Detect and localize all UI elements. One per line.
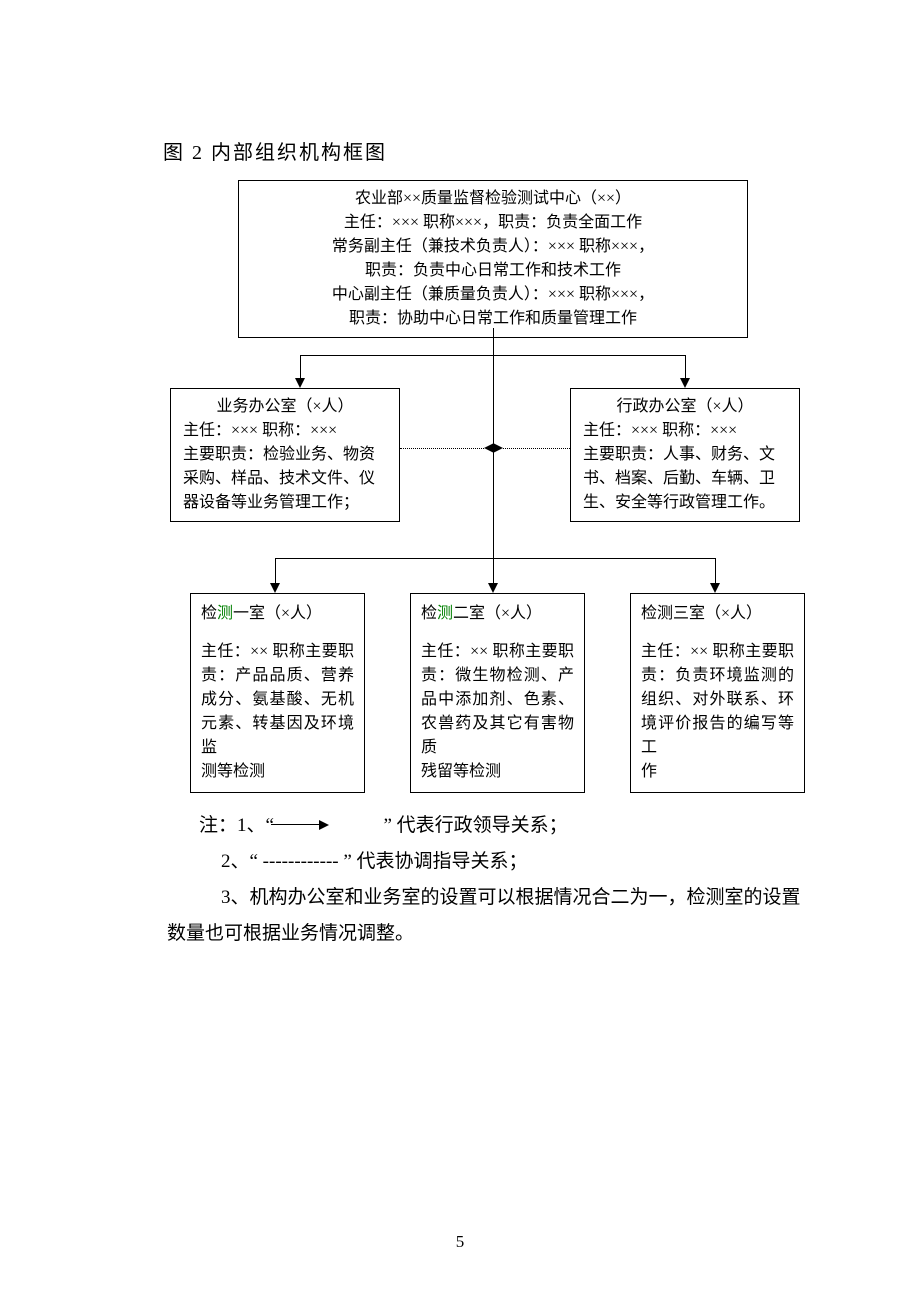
conn-center-vert — [493, 355, 494, 558]
admin-office-line2: 主要职责：人事、财务、文书、档案、后勤、车辆、卫生、安全等行政管理工作。 — [583, 443, 787, 515]
conn-dotted-left — [400, 448, 484, 449]
conn-to-lab3 — [715, 558, 716, 585]
lab1-box: 检测一室（×人） 主任：×× 职称主要职责：产品品质、营养成分、氨基酸、无机元素… — [190, 593, 365, 793]
lab2-body-last: 残留等检测 — [421, 760, 574, 784]
conn-top-stub — [493, 328, 494, 355]
conn-labs-hbar — [275, 558, 715, 559]
conn-to-right — [685, 355, 686, 380]
arrow-to-lab3 — [710, 583, 720, 593]
top-line-1: 农业部××质量监督检验测试中心（××） — [249, 187, 737, 211]
arrow-to-left — [295, 378, 305, 388]
page-number: 5 — [0, 1232, 920, 1252]
business-office-box: 业务办公室（×人） 主任：××× 职称：××× 主要职责：检验业务、物资采购、样… — [170, 388, 400, 522]
top-line-4: 职责：负责中心日常工作和技术工作 — [249, 259, 737, 283]
note-1-pre: 注：1、“ — [199, 815, 274, 836]
lab2-hdr-a: 检 — [421, 605, 437, 622]
admin-office-header: 行政办公室（×人） — [583, 395, 787, 419]
lab1-hdr-b: 测 — [217, 605, 233, 622]
notes-block: 注：1、“ ” 代表行政领导关系； 2、“ ------------ ” 代表协… — [167, 808, 807, 952]
lab1-body-last: 测等检测 — [201, 760, 354, 784]
top-line-2: 主任：××× 职称×××，职责：负责全面工作 — [249, 211, 737, 235]
admin-office-line1: 主任：××× 职称：××× — [583, 419, 787, 443]
org-top-box: 农业部××质量监督检验测试中心（××） 主任：××× 职称×××，职责：负责全面… — [238, 180, 748, 338]
note-2: 2、“ ------------ ” 代表协调指导关系； — [167, 844, 807, 880]
lab3-body: 主任：×× 职称主要职责：负责环境监测的组织、对外联系、环境评价报告的编写等工 — [641, 640, 794, 760]
lab1-body: 主任：×× 职称主要职责：产品品质、营养成分、氨基酸、无机元素、转基因及环境监 — [201, 640, 354, 760]
business-office-line2: 主要职责：检验业务、物资采购、样品、技术文件、仪器设备等业务管理工作； — [183, 443, 387, 515]
top-line-3: 常务副主任（兼技术负责人）：××× 职称×××， — [249, 235, 737, 259]
arrow-to-right — [680, 378, 690, 388]
business-office-line1: 主任：××× 职称：××× — [183, 419, 387, 443]
lab2-body: 主任：×× 职称主要职责：微生物检测、产品中添加剂、色素、农兽药及其它有害物质 — [421, 640, 574, 760]
note-3: 3、机构办公室和业务室的设置可以根据情况合二为一，检测室的设置数量也可根据业务情… — [167, 880, 807, 952]
lab3-header: 检测三室（×人） — [641, 602, 794, 626]
business-office-header: 业务办公室（×人） — [183, 395, 387, 419]
arrow-to-lab1 — [270, 583, 280, 593]
lab1-hdr-c: 一室（×人） — [233, 605, 322, 622]
top-line-5: 中心副主任（兼质量负责人）：××× 职称×××， — [249, 283, 737, 307]
lab3-box: 检测三室（×人） 主任：×× 职称主要职责：负责环境监测的组织、对外联系、环境评… — [630, 593, 805, 793]
lab1-header: 检测一室（×人） — [201, 602, 354, 626]
lab2-hdr-b: 测 — [437, 605, 453, 622]
lab2-hdr-c: 二室（×人） — [453, 605, 542, 622]
admin-office-box: 行政办公室（×人） 主任：××× 职称：××× 主要职责：人事、财务、文书、档案… — [570, 388, 800, 522]
arrow-to-lab2 — [488, 583, 498, 593]
lab3-body-last: 作 — [641, 760, 794, 784]
conn-to-left — [300, 355, 301, 380]
figure-title: 图 2 内部组织机构框图 — [163, 136, 387, 165]
lab2-header: 检测二室（×人） — [421, 602, 574, 626]
conn-dotted-right — [503, 448, 570, 449]
conn-to-lab2 — [493, 558, 494, 585]
note-1-post: ” 代表行政领导关系； — [383, 815, 567, 836]
note-1: 注：1、“ ” 代表行政领导关系； — [167, 808, 807, 844]
lab1-hdr-a: 检 — [201, 605, 217, 622]
lab2-box: 检测二室（×人） 主任：×× 职称主要职责：微生物检测、产品中添加剂、色素、农兽… — [410, 593, 585, 793]
legend-solid-arrow-icon — [271, 818, 331, 832]
conn-to-lab1 — [275, 558, 276, 585]
arrow-dotted-right — [493, 443, 503, 453]
